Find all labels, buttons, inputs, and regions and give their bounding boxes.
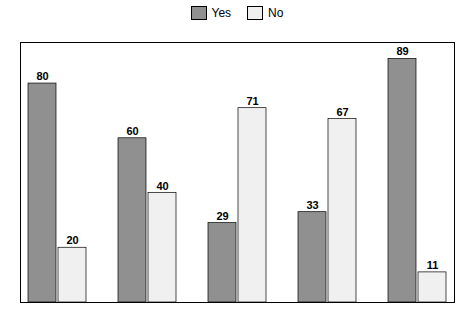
svg-text:33: 33: [306, 199, 318, 211]
svg-text:89: 89: [396, 45, 408, 57]
svg-text:11: 11: [427, 259, 439, 271]
svg-text:20: 20: [66, 234, 78, 246]
svg-text:40: 40: [156, 180, 168, 192]
html-text:Yes: Yes: [211, 6, 232, 20]
html-text:No: No: [268, 6, 284, 20]
svg-text:80: 80: [36, 70, 48, 82]
svg-text:29: 29: [216, 210, 228, 222]
svg-text:67: 67: [336, 106, 348, 118]
svg-text:71: 71: [246, 95, 258, 107]
svg-text:60: 60: [126, 125, 138, 137]
